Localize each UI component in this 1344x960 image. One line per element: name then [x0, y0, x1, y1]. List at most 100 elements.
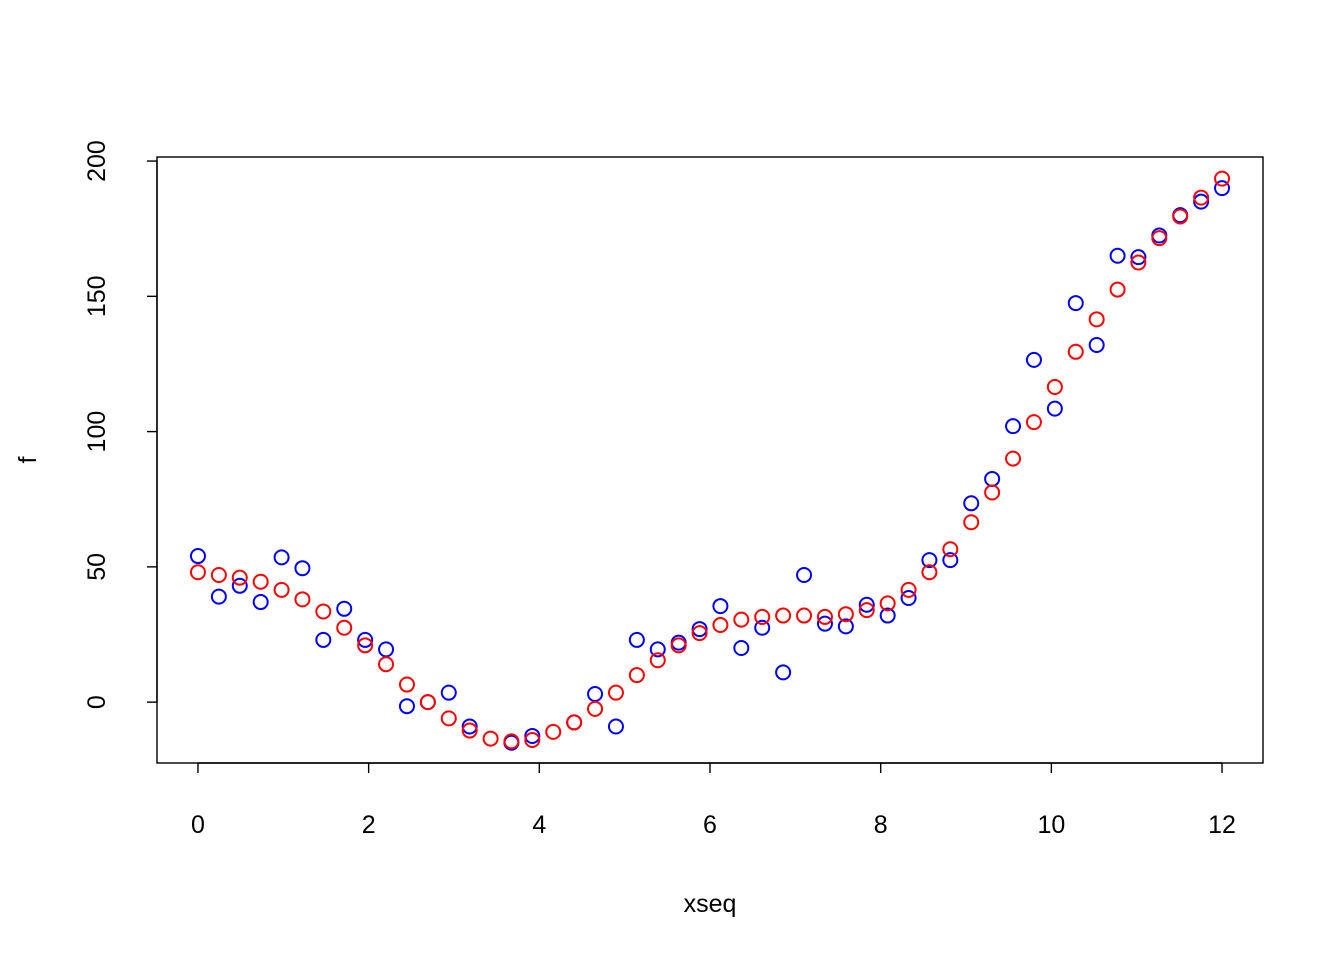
data-point-series-1: [210, 588, 227, 605]
x-axis: 0 2 4 6 8 10 12: [191, 762, 1236, 839]
data-point-series-2: [524, 732, 541, 749]
data-point-series-1: [712, 598, 729, 615]
data-point-series-2: [189, 564, 206, 581]
data-points: [189, 170, 1231, 751]
data-point-series-1: [461, 718, 478, 735]
x-tick-label: 8: [874, 811, 888, 839]
data-point-series-2: [273, 581, 290, 598]
x-tick-label: 0: [191, 811, 205, 839]
data-point-series-2: [1067, 343, 1084, 360]
data-point-series-2: [503, 733, 520, 750]
data-point-series-1: [649, 641, 666, 658]
data-point-series-1: [816, 615, 833, 632]
data-point-series-1: [607, 718, 624, 735]
data-point-series-1: [1025, 351, 1042, 368]
data-point-series-2: [670, 637, 687, 654]
data-point-series-2: [733, 611, 750, 628]
y-tick-label: 100: [83, 411, 111, 453]
data-point-series-2: [378, 656, 395, 673]
data-point-series-2: [566, 714, 583, 731]
x-tick-label: 6: [703, 811, 717, 839]
data-point-series-1: [587, 686, 604, 703]
x-tick-label: 2: [362, 811, 376, 839]
x-tick-label: 12: [1208, 811, 1236, 839]
data-point-series-1: [1067, 295, 1084, 312]
data-point-series-1: [921, 552, 938, 569]
data-point-series-1: [754, 619, 771, 636]
data-point-series-2: [775, 607, 792, 624]
data-point-series-1: [796, 566, 813, 583]
x-axis-label: xseq: [684, 890, 737, 918]
data-point-series-2: [879, 595, 896, 612]
data-point-series-2: [210, 566, 227, 583]
data-point-series-1: [1193, 193, 1210, 210]
data-point-series-1: [315, 631, 332, 648]
data-point-series-1: [879, 607, 896, 624]
data-point-series-1: [1214, 180, 1231, 197]
data-point-series-2: [984, 484, 1001, 501]
data-point-series-1: [837, 618, 854, 635]
data-point-series-1: [252, 594, 269, 611]
data-point-series-2: [336, 619, 353, 636]
data-point-series-1: [900, 589, 917, 606]
data-point-series-2: [398, 676, 415, 693]
data-point-series-1: [858, 596, 875, 613]
data-point-series-1: [942, 552, 959, 569]
data-point-series-2: [1109, 281, 1126, 298]
data-point-series-2: [607, 684, 624, 701]
data-point-series-2: [357, 637, 374, 654]
data-point-series-1: [963, 495, 980, 512]
data-point-series-1: [1109, 247, 1126, 264]
data-point-series-2: [649, 652, 666, 669]
data-point-series-2: [1214, 170, 1231, 187]
data-point-series-2: [1172, 208, 1189, 225]
data-point-series-2: [1151, 230, 1168, 247]
data-point-series-1: [378, 641, 395, 658]
data-point-series-2: [816, 608, 833, 625]
data-point-series-1: [294, 560, 311, 577]
y-tick-label: 50: [83, 553, 111, 581]
data-point-series-2: [900, 581, 917, 598]
data-point-series-2: [796, 607, 813, 624]
data-point-series-1: [524, 727, 541, 744]
data-point-series-2: [1005, 450, 1022, 467]
data-point-series-2: [1130, 254, 1147, 271]
data-point-series-2: [482, 730, 499, 747]
data-point-series-2: [545, 723, 562, 740]
data-point-series-2: [440, 710, 457, 727]
data-point-series-2: [858, 602, 875, 619]
y-tick-label: 200: [83, 140, 111, 182]
y-tick-label: 0: [83, 695, 111, 709]
x-tick-label: 4: [532, 811, 546, 839]
data-point-series-1: [984, 470, 1001, 487]
data-point-series-2: [1193, 189, 1210, 206]
data-point-series-1: [1088, 337, 1105, 354]
data-point-series-2: [942, 541, 959, 558]
data-point-series-1: [691, 621, 708, 638]
data-point-series-1: [189, 548, 206, 565]
data-point-series-2: [252, 573, 269, 590]
data-point-series-2: [1025, 414, 1042, 431]
data-point-series-2: [419, 694, 436, 711]
data-point-series-1: [231, 577, 248, 594]
data-point-series-2: [712, 617, 729, 634]
data-point-series-1: [628, 631, 645, 648]
data-point-series-1: [440, 684, 457, 701]
data-point-series-2: [231, 569, 248, 586]
data-point-series-2: [461, 722, 478, 739]
x-tick-label: 10: [1037, 811, 1065, 839]
data-point-series-2: [1046, 378, 1063, 395]
data-point-series-2: [294, 591, 311, 608]
data-point-series-1: [273, 549, 290, 566]
data-point-series-2: [587, 700, 604, 717]
data-point-series-2: [315, 603, 332, 620]
data-point-series-1: [775, 664, 792, 681]
data-point-series-1: [357, 631, 374, 648]
data-point-series-1: [398, 698, 415, 715]
data-point-series-2: [921, 564, 938, 581]
data-point-series-1: [1005, 418, 1022, 435]
data-point-series-1: [1130, 249, 1147, 266]
y-axis-label: f: [14, 456, 42, 463]
data-point-series-2: [691, 625, 708, 642]
